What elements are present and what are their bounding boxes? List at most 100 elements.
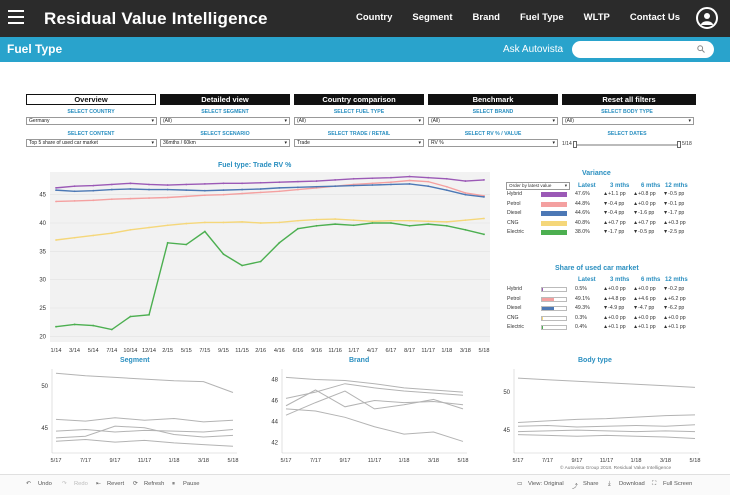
data-point[interactable] xyxy=(371,177,374,180)
series-line-cng[interactable] xyxy=(55,217,485,241)
data-point[interactable] xyxy=(110,328,113,331)
data-point[interactable] xyxy=(352,177,355,180)
data-point[interactable] xyxy=(203,194,206,197)
table-row[interactable]: Hybrid 47.6% ▲+1.1 pp ▲+0.8 pp ▼-0.5 pp xyxy=(505,190,693,199)
trade-retail-select[interactable]: Trade ▾ xyxy=(294,139,424,147)
data-point[interactable] xyxy=(334,218,337,220)
order-by-select[interactable]: Order by latest value ▾ xyxy=(506,182,570,190)
data-point[interactable] xyxy=(241,264,243,267)
data-point[interactable] xyxy=(483,233,485,236)
data-point[interactable] xyxy=(390,222,392,224)
data-point[interactable] xyxy=(315,180,318,182)
data-point[interactable] xyxy=(297,186,299,189)
series-line[interactable] xyxy=(517,434,696,439)
data-point[interactable] xyxy=(259,181,262,184)
data-point[interactable] xyxy=(203,221,206,224)
series-line[interactable] xyxy=(517,424,696,428)
data-point[interactable] xyxy=(241,188,243,191)
data-point[interactable] xyxy=(390,183,392,186)
tab-country-comparison[interactable]: Country comparison xyxy=(294,94,424,105)
fuel-type-select[interactable]: (All) ▾ xyxy=(294,117,424,125)
data-point[interactable] xyxy=(92,324,95,327)
data-point[interactable] xyxy=(483,179,485,181)
series-line[interactable] xyxy=(55,417,234,423)
data-point[interactable] xyxy=(315,218,318,221)
data-point[interactable] xyxy=(55,325,57,328)
data-point[interactable] xyxy=(73,190,76,193)
table-row[interactable]: Diesel 44.6% ▼-0.4 pp ▼-1.6 pp ▼-1.7 pp xyxy=(505,209,693,218)
data-point[interactable] xyxy=(148,183,150,186)
data-point[interactable] xyxy=(259,191,262,194)
data-point[interactable] xyxy=(483,217,485,220)
series-line[interactable] xyxy=(55,439,234,447)
data-point[interactable] xyxy=(408,179,411,182)
data-point[interactable] xyxy=(185,243,188,246)
data-point[interactable] xyxy=(278,186,281,189)
user-account-icon[interactable] xyxy=(696,7,718,29)
data-point[interactable] xyxy=(129,188,132,190)
data-point[interactable] xyxy=(185,222,188,225)
data-point[interactable] xyxy=(352,224,355,227)
data-point[interactable] xyxy=(92,184,95,187)
data-point[interactable] xyxy=(315,185,318,188)
series-line[interactable] xyxy=(285,376,464,393)
data-point[interactable] xyxy=(371,220,374,223)
data-point[interactable] xyxy=(334,223,337,226)
data-point[interactable] xyxy=(222,253,225,256)
data-point[interactable] xyxy=(166,188,169,191)
series-line[interactable] xyxy=(517,429,696,433)
body-type-select[interactable]: (All) ▾ xyxy=(562,117,694,125)
data-point[interactable] xyxy=(464,219,467,222)
data-point[interactable] xyxy=(278,181,281,184)
table-row[interactable]: Petrol 49.1% ▲+4.8 pp ▲+4.6 pp ▲+6.2 pp xyxy=(505,295,693,304)
tab-benchmark[interactable]: Benchmark xyxy=(428,94,558,105)
data-point[interactable] xyxy=(203,230,206,233)
data-point[interactable] xyxy=(390,181,392,184)
series-line[interactable] xyxy=(517,377,696,388)
share-button[interactable]: Share xyxy=(583,481,599,487)
data-point[interactable] xyxy=(408,219,411,222)
data-point[interactable] xyxy=(259,222,262,224)
refresh-button[interactable]: Refresh xyxy=(144,481,165,487)
data-point[interactable] xyxy=(92,234,95,237)
data-point[interactable] xyxy=(352,219,355,222)
nav-brand[interactable]: Brand xyxy=(472,12,500,23)
data-point[interactable] xyxy=(73,236,76,239)
redo-icon[interactable]: ↷ xyxy=(62,481,67,487)
data-point[interactable] xyxy=(259,188,262,190)
series-line-hybrid[interactable] xyxy=(55,175,485,189)
data-point[interactable] xyxy=(92,199,95,202)
undo-button[interactable]: Undo xyxy=(38,481,52,487)
data-point[interactable] xyxy=(222,193,225,196)
data-point[interactable] xyxy=(222,221,225,224)
data-point[interactable] xyxy=(92,189,95,192)
data-point[interactable] xyxy=(352,184,355,187)
share-icon[interactable]: ⤴ xyxy=(572,484,578,490)
data-point[interactable] xyxy=(73,185,76,188)
data-point[interactable] xyxy=(483,196,485,198)
series-line[interactable] xyxy=(55,428,234,433)
series-line[interactable] xyxy=(285,390,464,416)
table-row[interactable]: Electric 0.4% ▲+0.1 pp ▲+0.1 pp ▲+0.1 pp xyxy=(505,323,693,332)
data-point[interactable] xyxy=(110,188,113,191)
redo-button[interactable]: Redo xyxy=(74,481,88,487)
data-point[interactable] xyxy=(73,323,76,326)
data-point[interactable] xyxy=(297,219,299,222)
revert-icon[interactable]: ⇤ xyxy=(96,481,101,487)
table-row[interactable]: CNG 40.8% ▲+0.7 pp ▲+0.7 pp ▲+0.3 pp xyxy=(505,219,693,228)
data-point[interactable] xyxy=(148,188,150,191)
data-point[interactable] xyxy=(297,180,299,183)
data-point[interactable] xyxy=(445,220,448,223)
data-point[interactable] xyxy=(464,192,467,194)
data-point[interactable] xyxy=(427,185,430,188)
rv-value-select[interactable]: RV % ▾ xyxy=(428,139,558,147)
data-point[interactable] xyxy=(166,184,169,186)
data-point[interactable] xyxy=(278,241,281,244)
series-line[interactable] xyxy=(55,425,234,439)
data-point[interactable] xyxy=(148,226,150,229)
data-point[interactable] xyxy=(185,183,188,186)
data-point[interactable] xyxy=(408,183,411,185)
pause-icon[interactable]: ⏸ xyxy=(172,481,175,487)
ask-autovista-input[interactable] xyxy=(572,41,714,58)
nav-country[interactable]: Country xyxy=(355,12,393,23)
